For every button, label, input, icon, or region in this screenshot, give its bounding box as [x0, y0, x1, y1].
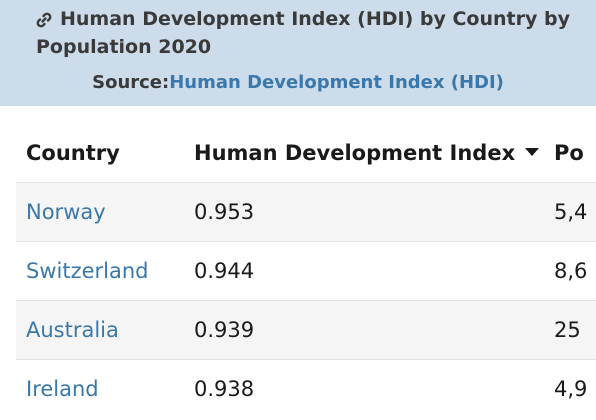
- column-header-country-label: Country: [26, 141, 120, 165]
- source-line: Source:Human Development Index (HDI): [0, 70, 596, 96]
- page-title: Human Development Index (HDI) by Country…: [36, 5, 576, 61]
- sort-descending-icon[interactable]: [525, 148, 540, 156]
- table-row: Norway 0.953 5,4: [16, 182, 596, 241]
- country-link[interactable]: Ireland: [26, 377, 99, 401]
- column-header-population[interactable]: Po: [554, 139, 584, 167]
- column-header-hdi[interactable]: Human Development Index: [194, 139, 540, 167]
- column-header-hdi-label: Human Development Index: [194, 141, 516, 165]
- population-value: 25: [554, 318, 581, 342]
- link-icon[interactable]: [34, 10, 54, 30]
- source-link[interactable]: Human Development Index (HDI): [169, 72, 504, 93]
- column-header-country[interactable]: Country: [26, 139, 120, 167]
- table-row: Australia 0.939 25: [16, 300, 596, 359]
- country-link[interactable]: Switzerland: [26, 259, 149, 283]
- country-link[interactable]: Australia: [26, 318, 119, 342]
- hdi-value: 0.953: [194, 200, 255, 224]
- hdi-value: 0.944: [194, 259, 255, 283]
- country-link[interactable]: Norway: [26, 200, 106, 224]
- hdi-value: 0.938: [194, 377, 255, 401]
- population-value: 5,4: [554, 200, 588, 224]
- source-label: Source:: [92, 72, 170, 93]
- population-value: 8,6: [554, 259, 588, 283]
- population-value: 4,9: [554, 377, 588, 401]
- table-row: Switzerland 0.944 8,6: [16, 241, 596, 300]
- chart-header: Human Development Index (HDI) by Country…: [0, 0, 596, 106]
- hdi-value: 0.939: [194, 318, 255, 342]
- title-text: Human Development Index (HDI) by Country…: [36, 8, 570, 58]
- table-row: Ireland 0.938 4,9: [16, 359, 596, 418]
- column-header-population-label: Po: [554, 141, 584, 165]
